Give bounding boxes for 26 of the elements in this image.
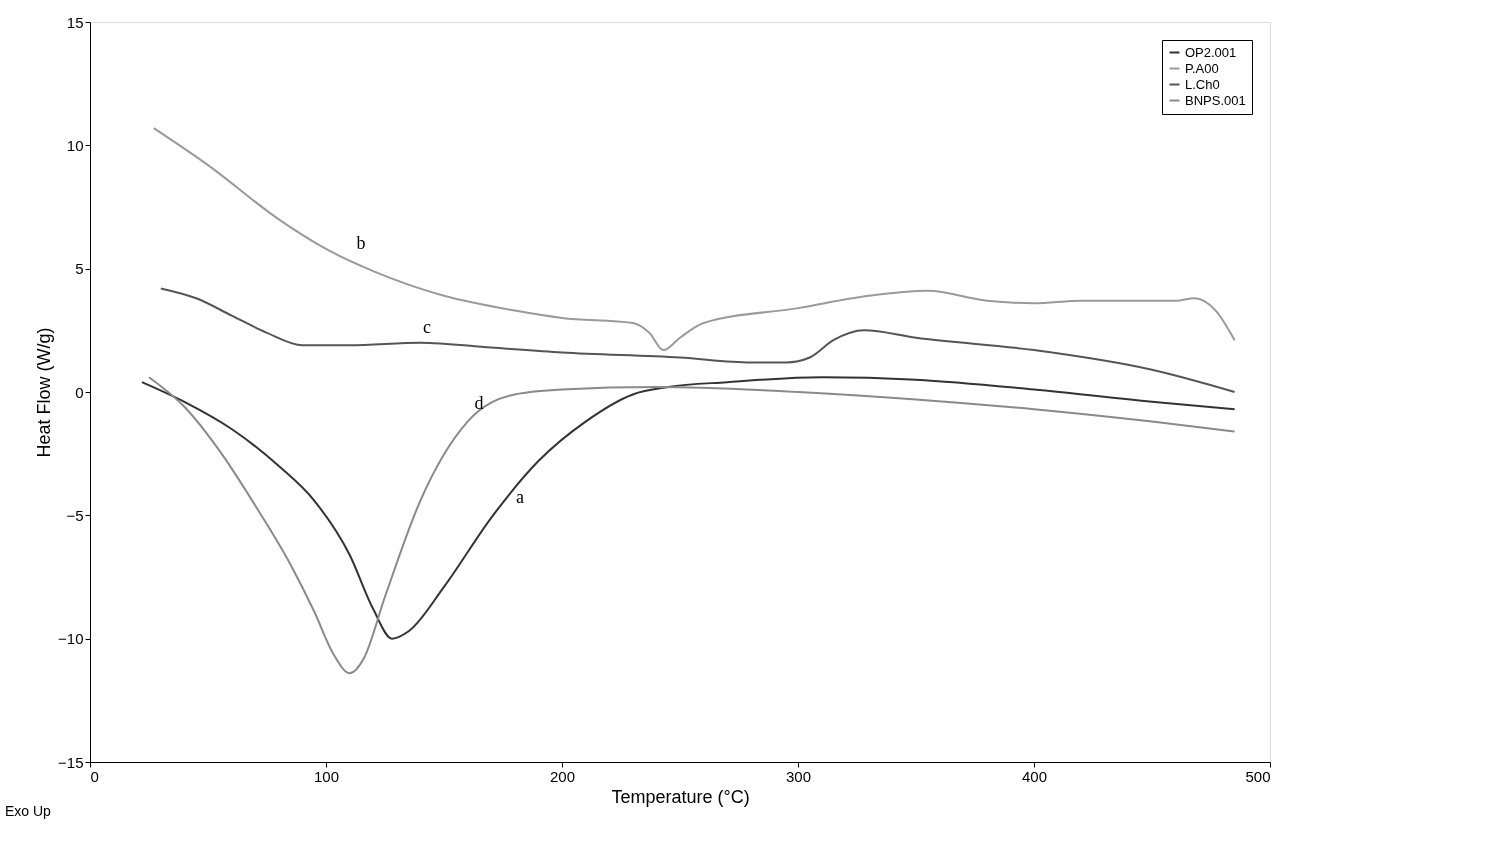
annotation: c <box>423 317 431 337</box>
y-tick-label: 15 <box>66 13 84 31</box>
x-tick-label: 100 <box>313 767 340 785</box>
x-tick-label: 500 <box>1245 767 1271 785</box>
legend-label: BNPS.001 <box>1185 92 1246 108</box>
x-tick-label: 0 <box>90 767 99 785</box>
text: Exo Up <box>5 803 52 819</box>
legend-label: OP2.001 <box>1185 44 1237 60</box>
y-axis-title: Heat Flow (W/g) <box>34 327 55 458</box>
x-axis-title: Temperature (°C) <box>611 786 750 807</box>
legend-label: L.Ch0 <box>1185 76 1220 92</box>
x-tick-label: 200 <box>549 767 576 785</box>
y-tick-label: −15 <box>58 753 84 771</box>
y-tick-label: 5 <box>75 260 84 278</box>
legend-label: P.A00 <box>1185 60 1219 76</box>
x-tick-label: 300 <box>785 767 812 785</box>
y-tick-label: 10 <box>66 136 84 154</box>
y-tick-label: 0 <box>75 383 84 401</box>
annotation: d <box>474 393 484 413</box>
x-tick-label: 400 <box>1021 767 1048 785</box>
y-tick-label: −5 <box>66 506 84 524</box>
annotation: a <box>516 487 524 507</box>
annotation: b <box>356 233 366 253</box>
line-series <box>159 287 1236 393</box>
y-tick-label: −10 <box>58 630 84 648</box>
line-series <box>152 127 1236 352</box>
